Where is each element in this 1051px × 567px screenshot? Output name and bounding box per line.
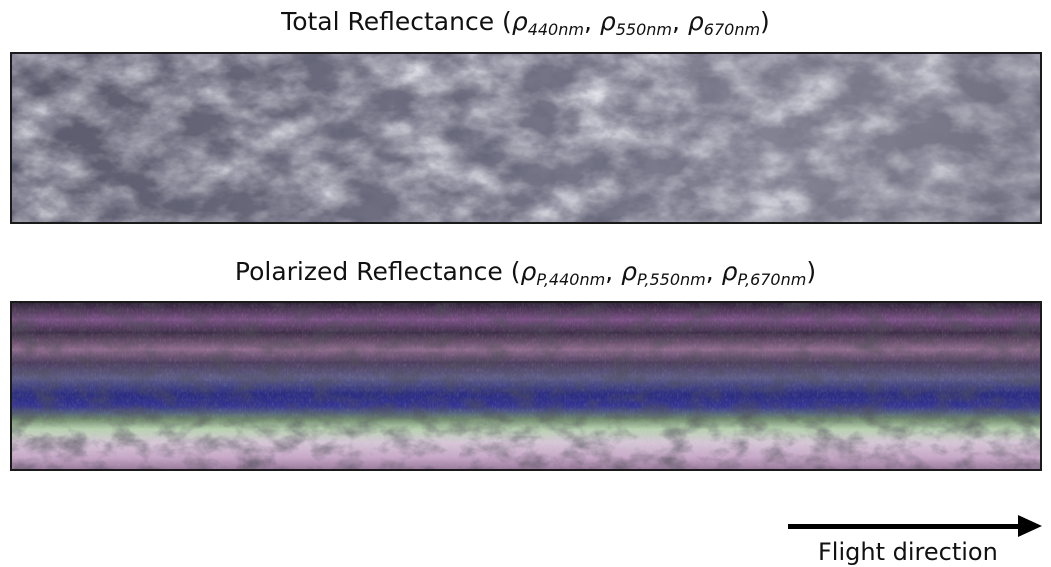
pol-title-suffix: ) <box>806 257 817 286</box>
total-sub-550: 550nm <box>615 20 672 39</box>
rho-symbol: ρ <box>511 7 528 36</box>
pol-sub-440: P,440nm <box>536 270 606 289</box>
arrow-head <box>1018 515 1042 537</box>
polarized-reflectance-image <box>10 301 1042 471</box>
rho-symbol: ρ <box>599 7 616 36</box>
total-reflectance-title: Total Reflectance (ρ440nm, ρ550nm, ρ670n… <box>0 6 1051 46</box>
total-sub-440: 440nm <box>527 20 584 39</box>
pol-title-prefix: Polarized Reflectance ( <box>234 257 521 286</box>
pol-sub-670: P,670nm <box>737 270 807 289</box>
total-title-prefix: Total Reflectance ( <box>281 7 512 36</box>
rho-symbol: ρ <box>621 257 637 286</box>
total-sub-670: 670nm <box>703 20 761 39</box>
separator: , <box>605 257 622 286</box>
total-reflectance-image <box>10 52 1042 224</box>
cloud-image-total <box>12 54 1040 222</box>
pol-sub-550: P,550nm <box>636 270 706 289</box>
rho-symbol: ρ <box>520 257 537 286</box>
flight-direction-label: Flight direction <box>818 538 998 566</box>
rho-symbol: ρ <box>721 257 738 286</box>
arrow-shaft <box>788 524 1020 529</box>
cloud-image-polarized <box>12 303 1040 469</box>
polarized-reflectance-title: Polarized Reflectance (ρP,440nm, ρP,550n… <box>0 256 1051 296</box>
separator: , <box>583 7 600 36</box>
total-title-suffix: ) <box>760 7 770 36</box>
rho-symbol: ρ <box>687 7 704 36</box>
separator: , <box>705 257 722 286</box>
separator: , <box>672 7 688 36</box>
right-arrow-icon <box>788 515 1046 539</box>
